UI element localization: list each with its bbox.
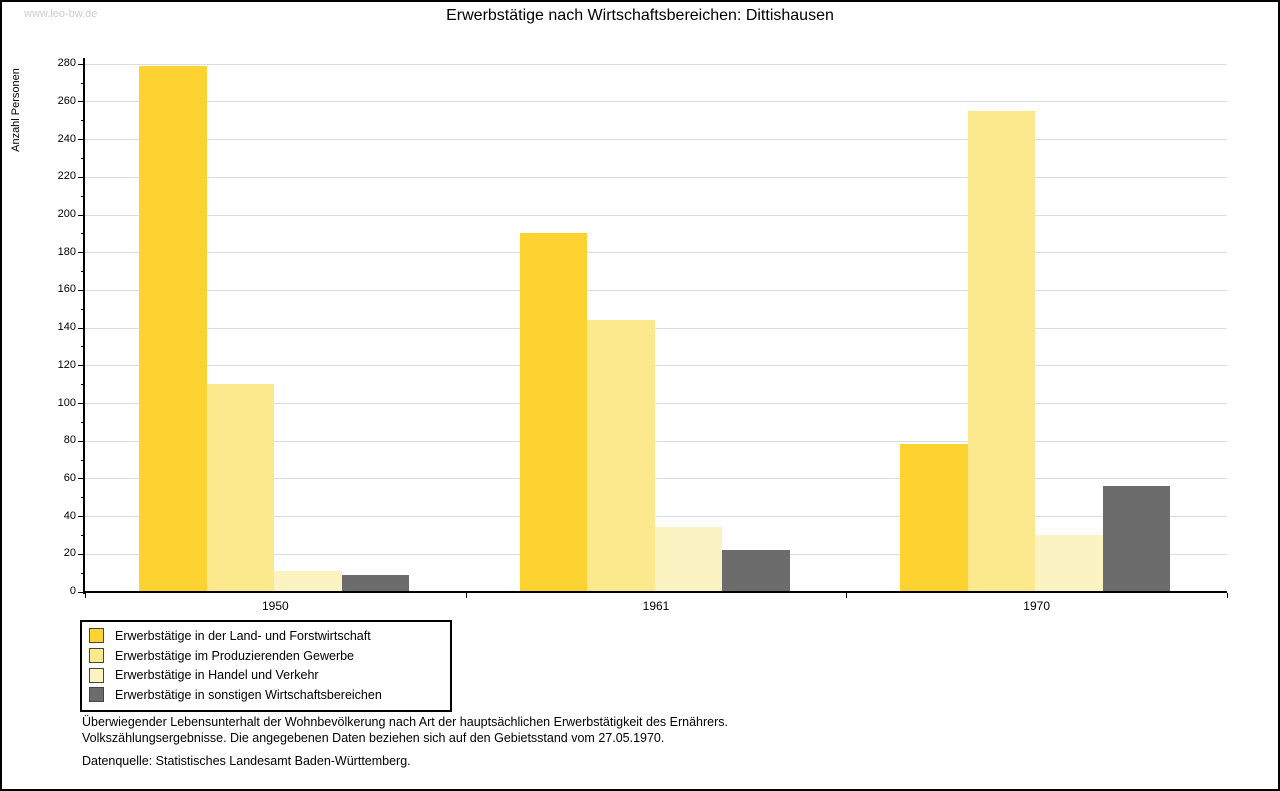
y-minor-tick <box>81 459 85 461</box>
gridline <box>85 440 1227 442</box>
legend-box: Erwerbstätige in der Land- und Forstwirt… <box>80 620 452 712</box>
legend-swatch <box>89 628 104 644</box>
gridline <box>85 176 1227 178</box>
y-major-tick <box>78 403 85 404</box>
y-minor-tick <box>81 534 85 536</box>
y-tick-label: 220 <box>57 170 76 183</box>
legend-label: Erwerbstätige in der Land- und Forstwirt… <box>115 628 371 643</box>
y-tick-label: 40 <box>63 509 76 522</box>
y-major-tick <box>78 440 85 442</box>
x-axis-label: 1970 <box>1023 599 1051 613</box>
y-tick-label: 280 <box>57 57 76 70</box>
y-tick-label: 100 <box>57 396 76 409</box>
bar-1950-series-3 <box>274 570 342 592</box>
bar-1950-series-2 <box>206 384 274 592</box>
y-minor-tick <box>81 384 85 386</box>
gridline <box>85 327 1227 329</box>
y-minor-tick <box>81 195 85 197</box>
legend-item-2: Erwerbstätige im Produzierenden Gewerbe <box>89 646 450 666</box>
legend-swatch <box>89 648 104 664</box>
gridline <box>85 252 1227 254</box>
gridline <box>85 289 1227 291</box>
y-minor-tick <box>81 497 85 499</box>
legend-label: Erwerbstätige in sonstigen Wirtschaftsbe… <box>115 687 382 702</box>
y-tick-label: 180 <box>57 245 76 258</box>
y-minor-tick <box>81 157 85 159</box>
x-axis-label: 1950 <box>261 599 289 613</box>
x-tick <box>846 593 848 598</box>
bar-1970-series-2 <box>967 110 1036 592</box>
watermark-leo-bw: www.leo-bw.de <box>24 8 98 20</box>
gridline <box>85 403 1227 404</box>
y-minor-tick <box>81 120 85 122</box>
data-source-text: Datenquelle: Statistisches Landesamt Bad… <box>82 754 411 768</box>
bar-1961-series-2 <box>587 320 655 592</box>
y-major-tick <box>78 327 85 329</box>
legend-item-3: Erwerbstätige in Handel und Verkehr <box>89 665 450 685</box>
y-major-tick <box>78 101 85 103</box>
y-major-tick <box>78 289 85 291</box>
y-tick-label: 140 <box>57 321 76 334</box>
legend-label: Erwerbstätige in Handel und Verkehr <box>115 668 319 683</box>
gridline <box>85 63 1227 65</box>
y-major-tick <box>78 365 85 367</box>
y-tick-label: 80 <box>63 434 76 447</box>
x-tick <box>85 593 86 598</box>
y-major-tick <box>78 139 85 141</box>
y-tick-label: 200 <box>57 208 76 220</box>
gridline <box>85 101 1227 103</box>
y-major-tick <box>78 553 85 555</box>
bar-1961-series-3 <box>654 527 723 592</box>
chart-title: Erwerbstätige nach Wirtschaftsbereichen:… <box>446 7 834 24</box>
y-minor-tick <box>81 82 85 84</box>
y-minor-tick <box>81 233 85 235</box>
legend-label: Erwerbstätige im Produzierenden Gewerbe <box>115 648 355 663</box>
legend-item-1: Erwerbstätige in der Land- und Forstwirt… <box>89 626 450 646</box>
gridline <box>85 478 1227 480</box>
y-major-tick <box>78 478 85 480</box>
y-tick-label: 260 <box>57 94 76 107</box>
y-tick-label: 0 <box>69 585 76 597</box>
y-tick-label: 240 <box>57 132 76 145</box>
x-axis-label: 1961 <box>642 599 670 613</box>
y-tick-label: 20 <box>63 547 76 560</box>
bar-1950-series-1 <box>139 65 207 592</box>
y-major-tick <box>78 516 85 518</box>
x-tick <box>1227 593 1228 598</box>
x-tick <box>465 593 467 598</box>
bar-1970-series-4 <box>1102 485 1171 592</box>
gridline <box>85 139 1227 141</box>
gridline <box>85 365 1227 367</box>
bar-1961-series-4 <box>722 550 790 592</box>
legend-swatch <box>89 667 104 683</box>
y-major-tick <box>78 176 85 178</box>
y-major-tick <box>78 63 85 65</box>
gridline <box>85 516 1227 518</box>
bar-1950-series-4 <box>341 574 409 592</box>
footnote-line-1: Überwiegender Lebensunterhalt der Wohnbe… <box>82 715 728 729</box>
y-minor-tick <box>81 572 85 574</box>
y-major-tick <box>78 214 85 216</box>
y-minor-tick <box>81 346 85 348</box>
bar-1970-series-3 <box>1035 534 1103 592</box>
gridline <box>85 214 1227 216</box>
y-axis-line <box>83 58 85 594</box>
footnote-text: Überwiegender Lebensunterhalt der Wohnbe… <box>82 714 728 746</box>
y-minor-tick <box>81 271 85 273</box>
legend-item-4: Erwerbstätige in sonstigen Wirtschaftsbe… <box>89 685 450 705</box>
y-axis-title: Anzahl Personen <box>10 68 22 152</box>
y-tick-label: 60 <box>63 471 76 484</box>
y-tick-label: 160 <box>57 283 76 296</box>
y-major-tick <box>78 252 85 254</box>
bar-1970-series-1 <box>900 444 968 592</box>
y-minor-tick <box>81 308 85 310</box>
legend-swatch <box>89 687 104 703</box>
x-axis-line <box>83 591 1227 593</box>
y-minor-tick <box>81 421 85 423</box>
y-major-tick <box>78 591 85 593</box>
y-tick-label: 120 <box>57 358 76 371</box>
footnote-line-2: Volkszählungsergebnisse. Die angegebenen… <box>82 731 665 745</box>
bar-1961-series-1 <box>519 233 588 592</box>
